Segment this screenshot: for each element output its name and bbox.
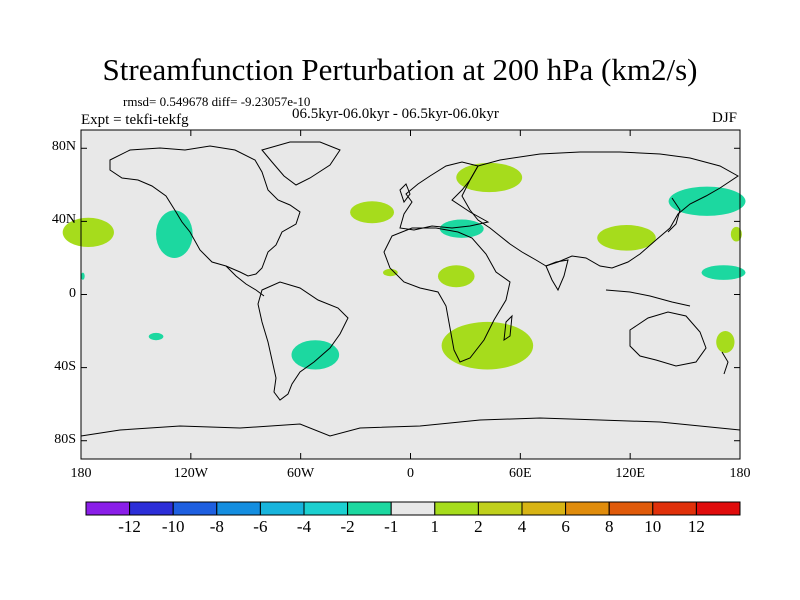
anomaly-east-edge-positive — [730, 226, 742, 242]
anomaly-north-atlantic-positive — [350, 201, 395, 224]
colorbar-swatch — [477, 501, 523, 516]
lon-tick-label: 60E — [509, 466, 532, 481]
colorbar-swatch — [565, 501, 610, 516]
coast-japan — [667, 197, 681, 233]
anomaly-west-edge-negative — [81, 272, 85, 280]
lon-tick-label: 120E — [615, 466, 645, 481]
colorbar-swatch — [303, 501, 349, 516]
anomaly-japan-negative — [668, 186, 746, 216]
coast-south-america — [257, 281, 349, 401]
coast-greenland — [261, 141, 341, 186]
coast-africa — [383, 227, 511, 363]
colorbar-swatch — [259, 501, 305, 516]
colorbar-label: -4 — [296, 517, 312, 536]
coast-uk — [399, 183, 411, 204]
chart-title: Streamfunction Perturbation at 200 hPa (… — [102, 52, 698, 87]
lon-tick-label: 60W — [287, 466, 315, 481]
lat-tick-label: 40S — [54, 358, 76, 374]
colorbar-label: -8 — [209, 517, 224, 536]
lat-tick-label: 0 — [69, 285, 76, 301]
lat-tick-label: 80S — [54, 431, 76, 447]
period-line: 06.5kyr-06.0kyr - 06.5kyr-06.0kyr — [292, 106, 499, 122]
coast-madagascar — [503, 314, 513, 342]
lat-tick-label: 80N — [51, 139, 76, 155]
lon-tick-label: 180 — [70, 466, 92, 481]
lat-tick-label: 40N — [51, 212, 76, 228]
anomaly-south-america-negative — [291, 340, 340, 370]
colorbar-label: -6 — [253, 517, 268, 536]
expt-line: Expt = tekfi-tekfg — [81, 112, 189, 128]
anomaly-new-zealand-positive — [716, 331, 735, 353]
anomaly-mediterranean-negative — [439, 219, 484, 238]
colorbar-swatch — [347, 501, 392, 516]
colorbar-label: 4 — [517, 517, 527, 536]
colorbar-swatch — [390, 501, 436, 516]
colorbar-label: -2 — [340, 517, 355, 536]
coast-india — [545, 259, 569, 292]
colorbar-swatch — [652, 501, 697, 516]
colorbar-swatch — [434, 501, 479, 516]
stats-line: rmsd= 0.549678 diff= -9.23057e-10 — [123, 94, 311, 109]
colorbar-swatch — [216, 501, 261, 516]
coast-central-america — [225, 265, 265, 297]
colorbar-label: -12 — [118, 517, 141, 536]
colorbar-label: 12 — [687, 517, 705, 536]
lon-tick-label: 0 — [407, 466, 414, 481]
colorbar-label: 6 — [561, 517, 570, 536]
coast-asia — [461, 151, 739, 269]
colorbar-swatch — [129, 501, 174, 516]
colorbar-swatch — [608, 501, 654, 516]
anomaly-tibet-positive — [597, 225, 656, 251]
anomaly-west-africa-positive — [383, 268, 398, 277]
season-label: DJF — [712, 110, 738, 126]
anomaly-sahel-positive — [437, 265, 475, 288]
anomaly-south-pacific-negative — [148, 332, 164, 341]
anomaly-northeast-pacific-negative — [156, 210, 193, 258]
lon-tick-label: 120W — [173, 466, 208, 481]
lon-tick-label: 180 — [729, 466, 751, 481]
anomaly-philippine-negative — [701, 265, 746, 280]
colorbar-label: -10 — [161, 517, 185, 536]
coast-australia — [629, 311, 707, 367]
anomaly-pacific-east-positive — [62, 217, 114, 247]
colorbar-swatch — [521, 501, 567, 516]
axis-ticks — [80, 130, 741, 459]
coast-new-zealand — [721, 351, 729, 375]
coast-north-america — [109, 145, 301, 277]
colorbar-label: -1 — [384, 517, 399, 536]
colorbar-swatch — [85, 501, 131, 516]
anomaly-eastern-europe-positive — [456, 162, 523, 193]
colorbar-swatch — [695, 501, 741, 516]
coast-sea-islands — [605, 289, 691, 307]
coastlines — [80, 141, 741, 437]
colorbar-label: 2 — [474, 517, 483, 536]
colorbar-label: 10 — [644, 517, 662, 536]
coast-antarctica — [80, 417, 741, 437]
map-ocean-background — [81, 130, 740, 459]
colorbar-label: 8 — [604, 517, 614, 536]
colorbar-swatch — [172, 501, 218, 516]
colorbar-label: 1 — [430, 517, 440, 536]
